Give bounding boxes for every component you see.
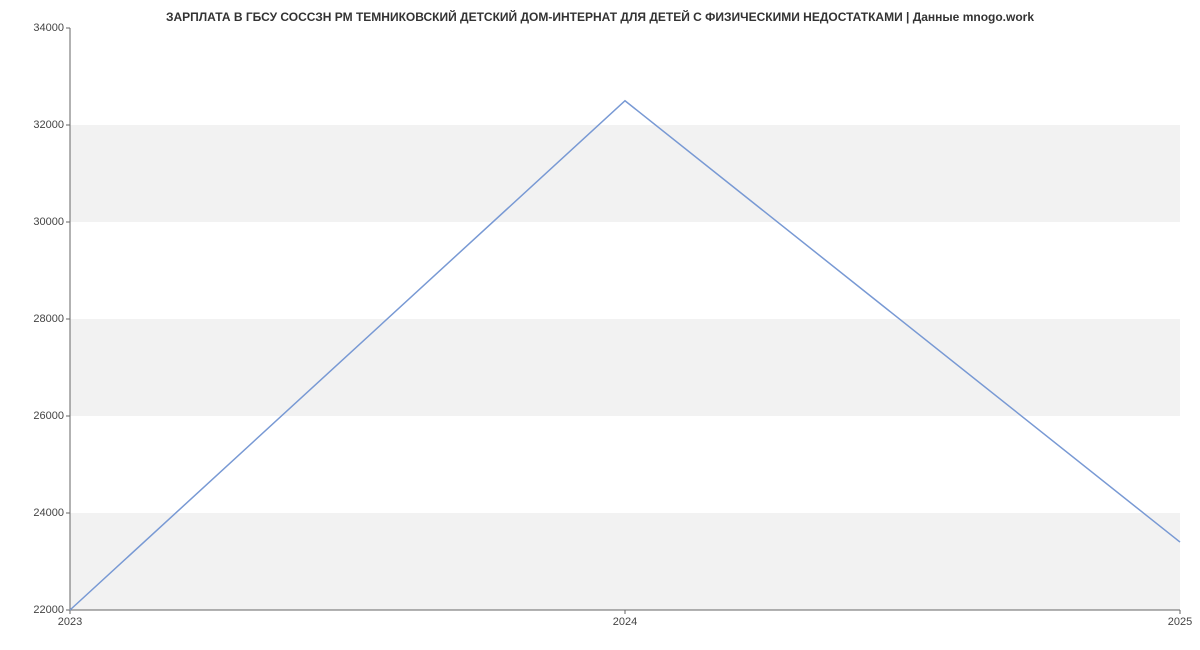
line-chart-svg: [70, 28, 1180, 610]
y-tick-label: 32000: [33, 119, 64, 131]
y-tick-label: 24000: [33, 507, 64, 519]
x-tick-label: 2024: [613, 616, 637, 628]
y-tick-label: 30000: [33, 216, 64, 228]
y-tick-label: 34000: [33, 22, 64, 34]
chart-plot-area: 2200024000260002800030000320003400020232…: [70, 28, 1180, 610]
chart-title: ЗАРПЛАТА В ГБСУ СОССЗН РМ ТЕМНИКОВСКИЙ Д…: [0, 10, 1200, 24]
y-tick-label: 28000: [33, 313, 64, 325]
y-tick-label: 26000: [33, 410, 64, 422]
x-tick-label: 2023: [58, 616, 82, 628]
x-tick-label: 2025: [1168, 616, 1192, 628]
y-tick-label: 22000: [33, 604, 64, 616]
